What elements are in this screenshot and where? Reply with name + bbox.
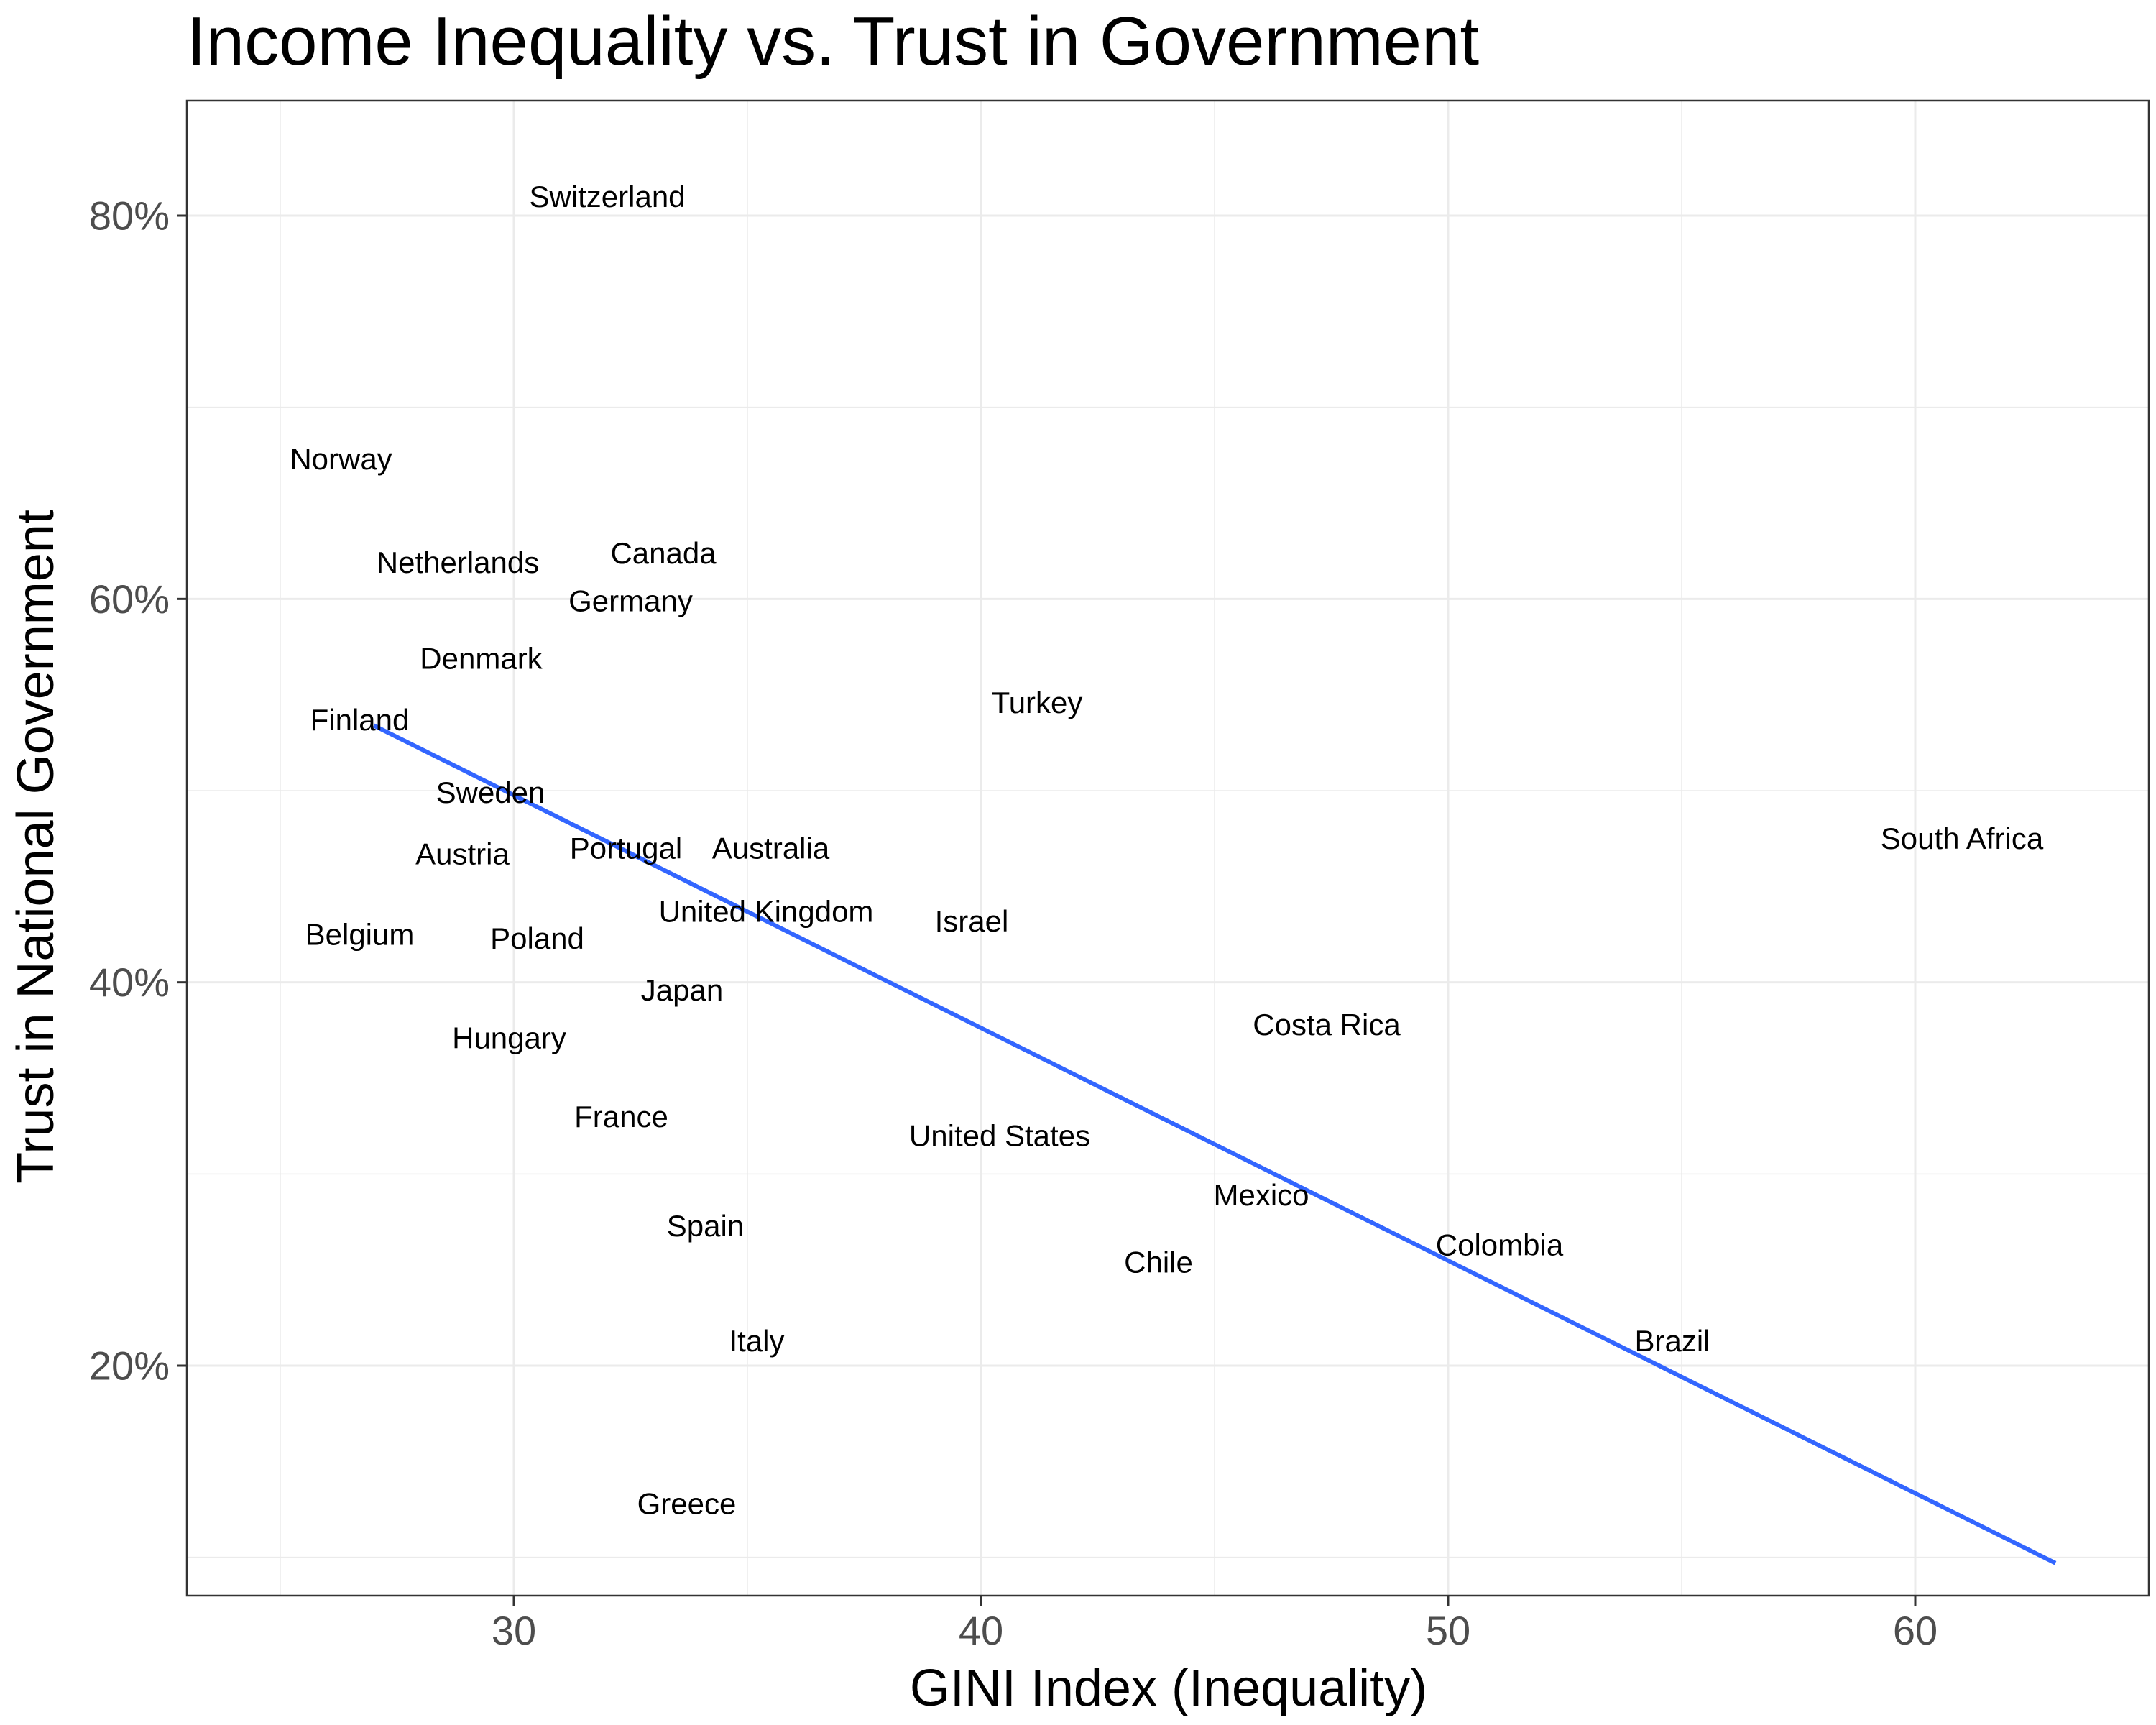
point-label: Brazil [1634, 1324, 1710, 1358]
x-axis-label: GINI Index (Inequality) [910, 1660, 1427, 1717]
trend-line-layer [372, 723, 2057, 1565]
point-label: Norway [290, 442, 392, 476]
plot-border [185, 99, 2150, 1597]
trend-line [372, 723, 2057, 1565]
point-label: Colombia [1436, 1228, 1564, 1262]
point-label: Sweden [436, 776, 545, 809]
point-label: Costa Rica [1253, 1008, 1401, 1041]
point-label: Netherlands [377, 546, 539, 579]
point-label: Finland [310, 703, 410, 737]
y-tick-label: 60% [89, 576, 170, 622]
point-label: Australia [712, 832, 830, 865]
point-label: Italy [729, 1324, 784, 1358]
point-label: South Africa [1881, 822, 2044, 855]
point-label: Austria [415, 837, 510, 871]
x-tick-label: 40 [959, 1608, 1003, 1653]
point-label: United States [909, 1119, 1090, 1153]
point-label: Denmark [420, 642, 543, 676]
chart-title: Income Inequality vs. Trust in Governmen… [187, 3, 1479, 80]
point-label: Turkey [992, 686, 1083, 719]
point-label: Mexico [1213, 1178, 1309, 1212]
x-tick-label: 60 [1893, 1608, 1938, 1653]
y-tick-label: 40% [89, 960, 170, 1005]
y-tick-label: 80% [89, 193, 170, 239]
x-tick-label: 30 [492, 1608, 536, 1653]
point-label: Poland [490, 921, 584, 955]
y-tick-label: 20% [89, 1343, 170, 1389]
point-label: United Kingdom [659, 895, 874, 929]
point-label: Israel [935, 904, 1009, 938]
point-label: Germany [568, 584, 693, 618]
point-label: Japan [641, 973, 723, 1007]
point-label: France [574, 1100, 668, 1133]
point-label: Canada [610, 536, 717, 570]
point-label: Portugal [570, 832, 682, 865]
point-label: Greece [637, 1487, 737, 1521]
point-label: Chile [1124, 1246, 1193, 1279]
axis-ticks: 30 40 50 60 20% 40% 60% 80% [89, 193, 1938, 1654]
y-axis-label: Trust in National Government [7, 510, 65, 1184]
x-tick-label: 50 [1426, 1608, 1470, 1653]
point-labels: Switzerland Norway Netherlands Canada German… [290, 180, 2044, 1521]
point-label: Switzerland [529, 180, 685, 213]
point-label: Belgium [305, 918, 415, 952]
point-label: Hungary [452, 1021, 566, 1055]
point-label: Spain [667, 1209, 744, 1243]
grid [187, 101, 2149, 1596]
